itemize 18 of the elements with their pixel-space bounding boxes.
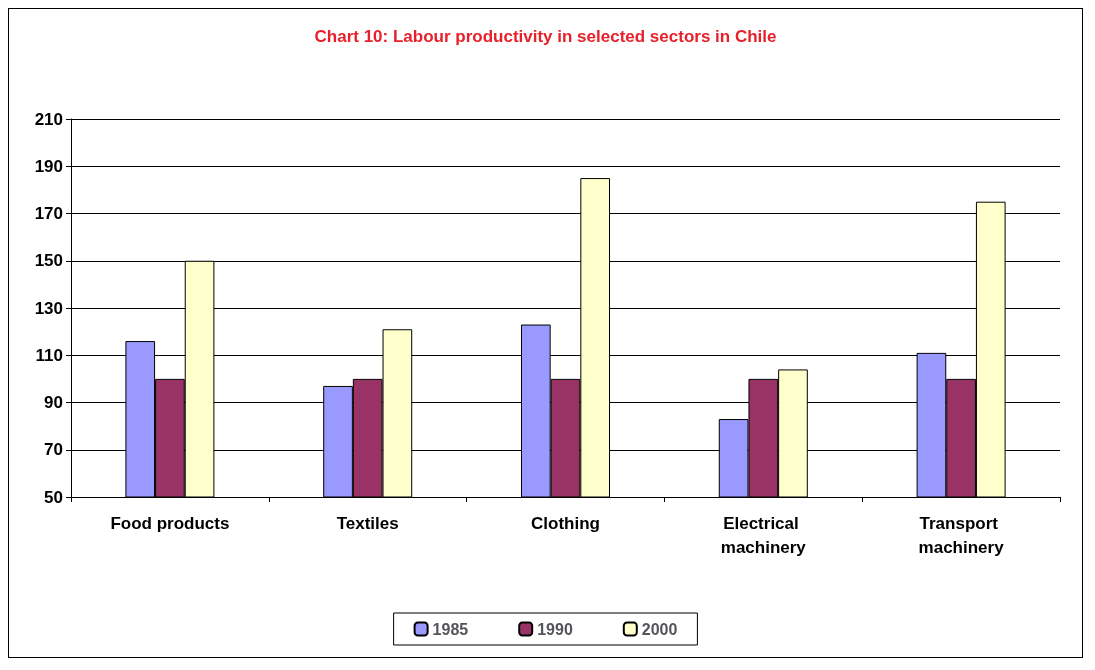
y-tick-label: 110	[35, 345, 63, 365]
y-tick-label: 150	[34, 251, 63, 271]
y-tick-label: 210	[34, 109, 63, 129]
y-tick-label: 190	[34, 156, 63, 176]
y-tick-label: 130	[34, 298, 63, 318]
y-tick-label: 70	[44, 440, 63, 460]
x-tick-label: Electrical machinery	[720, 513, 807, 557]
y-tick-label: 90	[44, 393, 63, 412]
chart-title: Chart 10: Labour productivity in selected sectors in Chile	[314, 27, 777, 46]
x-tick-label: Food products	[110, 513, 230, 533]
legend-label: 1990	[537, 620, 573, 638]
x-tick-label: Clothing	[531, 513, 600, 533]
y-tick-label: 50	[44, 487, 63, 507]
y-tick-label: 170	[34, 204, 63, 223]
legend-label: 2000	[641, 620, 678, 638]
x-tick-label: Textiles	[336, 513, 399, 533]
legend-label: 1985	[432, 620, 469, 638]
x-tick-label: Transport machinery	[918, 513, 1005, 557]
